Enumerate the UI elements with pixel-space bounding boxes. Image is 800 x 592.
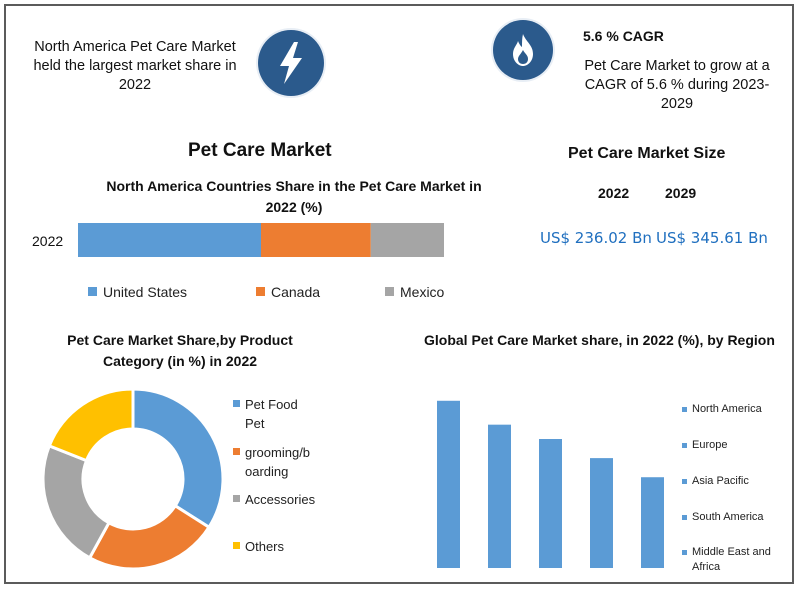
donut-slice-accessories — [41, 443, 111, 560]
market-size-value-2029: US$ 345.61 Bn — [656, 229, 768, 247]
legend-swatch — [682, 443, 687, 448]
infographic-frame — [4, 4, 794, 584]
market-size-title: Pet Care Market Size — [568, 145, 726, 162]
country-share-chart-title: North America Countries Share in the Pet… — [106, 178, 482, 215]
legend-swatch — [256, 287, 265, 296]
legend-label: North America — [692, 403, 762, 415]
stacked-bar-segment-canada — [261, 223, 371, 257]
donut-slice-others — [47, 387, 135, 463]
legend-swatch — [233, 448, 240, 455]
stacked-bar-category-label: 2022 — [32, 233, 64, 249]
stacked-bar-segment-united-states — [78, 223, 261, 257]
lightning-bolt-icon — [258, 30, 324, 96]
legend-label: Pet Food Pet — [245, 397, 298, 431]
legend-swatch — [233, 542, 240, 549]
region-chart-title: Global Pet Care Market share, in 2022 (%… — [424, 332, 775, 348]
legend-label: United States — [103, 284, 188, 300]
legend-item-mexico: Mexico — [385, 284, 444, 300]
region-bar-chart — [437, 400, 664, 568]
country-share-stacked-bar — [78, 223, 444, 257]
legend-label: Others — [245, 539, 285, 554]
flame-icon — [493, 20, 553, 80]
cagr-description: Pet Care Market to grow at a CAGR of 5.6… — [584, 58, 770, 112]
legend-label: South America — [692, 511, 764, 523]
legend-swatch — [385, 287, 394, 296]
market-size-year-2022: 2022 — [598, 185, 630, 201]
donut-slice-grooming-boarding — [87, 503, 212, 571]
legend-label: grooming/b oarding — [245, 445, 311, 479]
legend-label: Middle East and Africa — [692, 546, 771, 573]
region-bar-north-america — [437, 400, 460, 568]
product-category-chart-title: Pet Care Market Share,by Product Categor… — [67, 332, 293, 369]
legend-label: Mexico — [400, 284, 445, 300]
region-bar-middle-east-and-africa — [641, 477, 664, 568]
legend-item-canada: Canada — [256, 284, 320, 300]
north-america-highlight-text: North America Pet Care Market held the l… — [33, 39, 237, 93]
market-size-year-2029: 2029 — [665, 185, 697, 201]
legend-swatch — [682, 550, 687, 555]
legend-item-united-states: United States — [88, 284, 187, 300]
legend-label: Europe — [692, 439, 728, 451]
legend-swatch — [88, 287, 97, 296]
legend-swatch — [682, 407, 687, 412]
stacked-bar-segment-mexico — [370, 223, 444, 257]
legend-swatch — [233, 400, 240, 407]
legend-swatch — [233, 495, 240, 502]
legend-swatch — [682, 515, 687, 520]
product-category-donut-chart — [41, 387, 225, 571]
legend-label: Asia Pacific — [692, 475, 749, 487]
region-bar-asia-pacific — [539, 439, 562, 568]
donut-slice-pet-food-pet — [131, 387, 225, 530]
legend-swatch — [682, 479, 687, 484]
legend-label: Accessories — [245, 492, 316, 507]
page-title: Pet Care Market — [188, 140, 332, 161]
legend-label: Canada — [271, 284, 321, 300]
region-bar-south-america — [590, 458, 613, 568]
cagr-title: 5.6 % CAGR — [583, 28, 664, 44]
market-size-value-2022: US$ 236.02 Bn — [540, 229, 652, 247]
region-bar-europe — [488, 424, 511, 568]
